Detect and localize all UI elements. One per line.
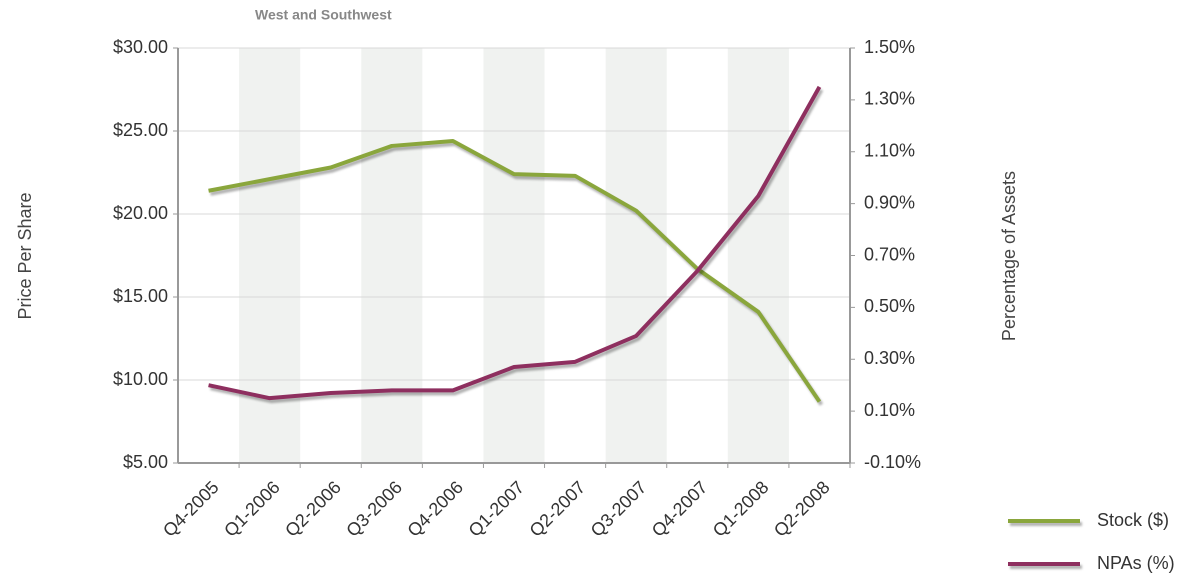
y-tick-label: $30.00 [113,37,168,57]
y2-axis-title: Percentage of Assets [999,171,1019,341]
x-tick-label: Q4-2007 [648,477,712,541]
band [483,48,545,463]
x-tick-label: Q2-2007 [526,477,590,541]
x-tick-label: Q4-2006 [403,477,467,541]
band [727,48,789,463]
x-tick-label: Q3-2006 [342,477,406,541]
band [239,48,301,463]
y2-tick-label: 0.10% [864,400,915,420]
y-tick-label: $5.00 [123,452,168,472]
x-tick-label: Q3-2007 [587,477,651,541]
chart-title: West and Southwest [255,7,392,23]
y-tick-label: $25.00 [113,120,168,140]
y2-tick-label: 1.30% [864,89,915,109]
x-tick-label: Q2-2008 [770,477,834,541]
x-tick-label: Q4-2005 [159,477,223,541]
x-tick-label: Q1-2008 [709,477,773,541]
y2-tick-label: 0.70% [864,244,915,264]
x-tick-label: Q1-2006 [220,477,284,541]
series-line [208,138,822,403]
y2-tick-label: 0.50% [864,296,915,316]
y-axis-title: Price Per Share [15,192,35,319]
y-tick-label: $15.00 [113,286,168,306]
x-tick-label: Q1-2007 [465,477,529,541]
x-tick-label: Q2-2006 [281,477,345,541]
y2-tick-label: 0.30% [864,348,915,368]
y2-tick-label: 1.50% [864,37,915,57]
band [605,48,667,463]
legend-label: NPAs (%) [1097,553,1175,573]
y-tick-label: $20.00 [113,203,168,223]
legend-label: Stock ($) [1097,510,1169,530]
y2-tick-label: 1.10% [864,141,915,161]
series-line [208,85,822,401]
band [361,48,423,463]
y2-tick-label: 0.90% [864,192,915,212]
y2-tick-label: -0.10% [864,452,921,472]
y-tick-label: $10.00 [113,369,168,389]
